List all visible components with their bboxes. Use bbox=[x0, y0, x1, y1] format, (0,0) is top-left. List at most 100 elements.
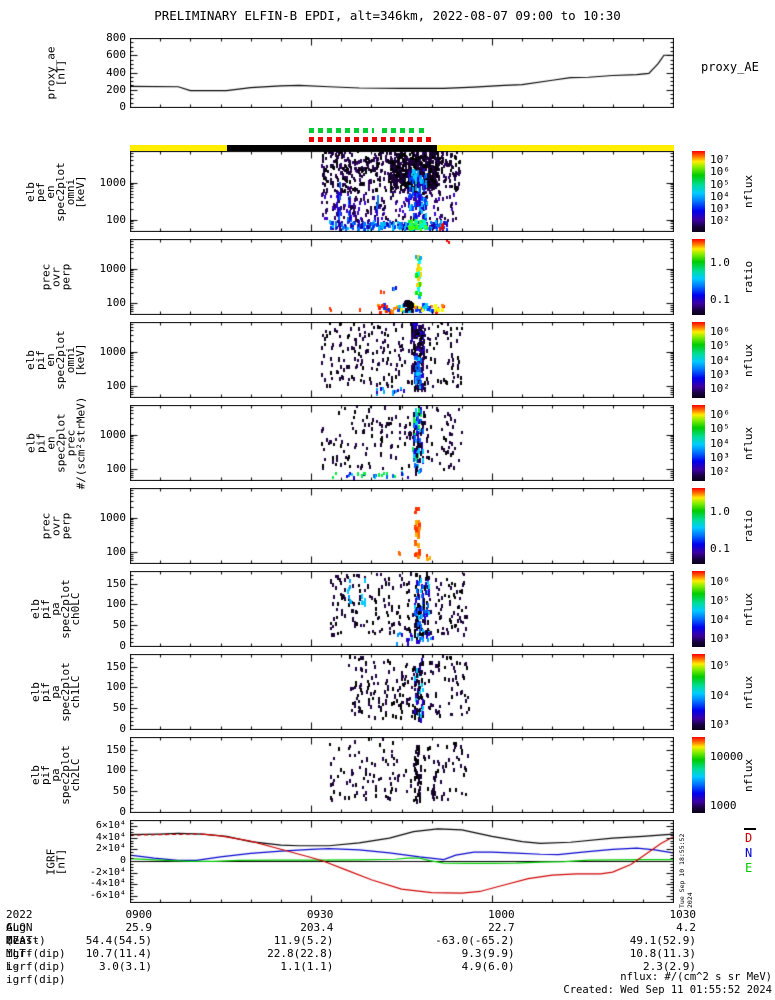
cbar-unit-elb_pif_pa_ch0LC: nflux bbox=[742, 592, 755, 626]
ytick-proxy_ae-0: 800 bbox=[106, 31, 126, 44]
panel-elb_pif_en_prec bbox=[130, 405, 674, 481]
colorbar-elb_pif_pa_ch1LC bbox=[692, 654, 705, 730]
ytick-elb_pif_en_prec-0: 1000 bbox=[99, 427, 127, 441]
ytick-prec_ovr_perp_2-0: 1000 bbox=[99, 510, 127, 524]
ytick-igrf-2: 2×10⁴ bbox=[95, 843, 126, 855]
ephem-row-0-value-0: 25.9 bbox=[125, 921, 153, 934]
cbar-tick-elb_pif_en_omni-1: 10⁵ bbox=[710, 339, 730, 353]
ytick-igrf-3: 0 bbox=[119, 855, 126, 866]
ytick-igrf-1: 4×10⁴ bbox=[95, 831, 126, 843]
elb_pif_pa_ch0LC-canvas bbox=[130, 571, 674, 647]
ephem-row-2-value-0: 10.7(11.4) bbox=[85, 947, 152, 960]
elb_pif_en_omni-canvas bbox=[130, 322, 674, 398]
ytick-elb_pif_pa_ch0LC-1: 100 bbox=[106, 597, 126, 611]
ytick-elb_pif_pa_ch1LC-0: 150 bbox=[106, 659, 126, 673]
cbar-tick-elb_pif_pa_ch0LC-3: 10³ bbox=[710, 631, 730, 645]
ytick-elb_pif_pa_ch1LC-1: 100 bbox=[106, 680, 126, 694]
ephem-row-1-value-0: 54.4(54.5) bbox=[85, 934, 152, 947]
time-row-label: 2022 Aug 07 bbox=[6, 908, 33, 947]
ephem-row-3-value-2: 4.9(6.0) bbox=[461, 960, 515, 973]
cbar-tick-elb_pif_en_prec-2: 10⁴ bbox=[710, 436, 730, 450]
ephem-row-1-value-3: 49.1(52.9) bbox=[629, 934, 696, 947]
ytick-prec_ovr_perp_2-1: 100 bbox=[106, 545, 126, 559]
ytick-elb_pif_pa_ch2LC-2: 50 bbox=[112, 784, 126, 798]
colorbar-prec_ovr_perp_1 bbox=[692, 239, 705, 315]
cbar-tick-prec_ovr_perp_2-0: 1.0 bbox=[710, 505, 730, 519]
ytick-elb_pif_pa_ch2LC-3: 0 bbox=[119, 805, 126, 818]
cbar-tick-prec_ovr_perp_1-1: 0.1 bbox=[710, 292, 730, 306]
ephem-row-3-label: L-igrf(dip) bbox=[6, 960, 66, 986]
colorbar-elb_pif_pa_ch2LC bbox=[692, 737, 705, 813]
ephem-row-0-label: GLON (east) bbox=[6, 921, 46, 947]
prec_ovr_perp_2-canvas bbox=[130, 488, 674, 564]
ytick-prec_ovr_perp_1-0: 1000 bbox=[99, 261, 127, 275]
ytick-proxy_ae-2: 400 bbox=[106, 65, 126, 79]
legend-D: D bbox=[745, 831, 753, 845]
science-zone-segment bbox=[227, 145, 438, 151]
ephem-row-1-value-1: 11.9(5.2) bbox=[273, 934, 334, 947]
cbar-tick-elb_pef_en_omni-2: 10⁵ bbox=[710, 177, 730, 191]
panel-prec_ovr_perp_2 bbox=[130, 488, 674, 564]
ytick-igrf-0: 6×10⁴ bbox=[95, 819, 126, 831]
ephem-row-2-value-3: 10.8(11.3) bbox=[629, 947, 696, 960]
elb_pif_pa_ch2LC-canvas bbox=[130, 737, 674, 813]
ytick-proxy_ae-3: 200 bbox=[106, 82, 126, 96]
ytick-elb_pif_pa_ch0LC-3: 0 bbox=[119, 639, 126, 652]
ytick-prec_ovr_perp_1-1: 100 bbox=[106, 296, 126, 310]
cbar-tick-elb_pif_pa_ch2LC-1: 1000 bbox=[710, 799, 737, 813]
cbar-tick-elb_pef_en_omni-1: 10⁶ bbox=[710, 165, 730, 179]
ephem-row-3-value-0: 3.0(3.1) bbox=[99, 960, 152, 973]
panel-elb_pef_en_omni bbox=[130, 151, 674, 232]
time-row-value-0: 0900 bbox=[125, 908, 153, 921]
availability-segment bbox=[130, 145, 228, 151]
cbar-tick-elb_pif_pa_ch0LC-1: 10⁵ bbox=[710, 593, 730, 607]
ytick-elb_pif_pa_ch0LC-0: 150 bbox=[106, 576, 126, 590]
cbar-unit-elb_pif_en_prec: nflux bbox=[742, 426, 755, 460]
ytick-igrf-5: -4×10⁴ bbox=[89, 878, 126, 890]
panel-elb_pif_en_omni bbox=[130, 322, 674, 398]
ephem-row-1-label: MLAT-igrf(dip) bbox=[6, 934, 66, 960]
side-timestamp: Tue Sep 10 18:55:52 2024 bbox=[678, 833, 694, 908]
igrf-canvas bbox=[130, 820, 674, 903]
panel-elb_pif_pa_ch1LC bbox=[130, 654, 674, 730]
ytick-elb_pif_en_omni-0: 1000 bbox=[99, 344, 127, 358]
ytick-igrf-6: -6×10⁴ bbox=[89, 890, 126, 902]
cbar-tick-elb_pif_en_omni-0: 10⁶ bbox=[710, 324, 730, 338]
footer-created: Created: Wed Sep 11 01:55:52 2024 bbox=[563, 984, 772, 996]
colorbar-elb_pif_en_omni bbox=[692, 322, 705, 398]
legend-E: E bbox=[745, 861, 753, 875]
elb_pif_en_prec-canvas bbox=[130, 405, 674, 481]
cbar-unit-elb_pef_en_omni: nflux bbox=[742, 174, 755, 209]
cbar-tick-elb_pif_en_omni-4: 10² bbox=[710, 381, 730, 395]
footer-units: nflux: #/(cm^2 s sr MeV) bbox=[620, 971, 772, 983]
colorbar-elb_pef_en_omni bbox=[692, 151, 705, 232]
cbar-tick-elb_pif_en_prec-4: 10² bbox=[710, 464, 730, 478]
colorbar-elb_pif_en_prec bbox=[692, 405, 705, 481]
ephem-row-2-value-2: 9.3(9.9) bbox=[461, 947, 515, 960]
panel-igrf bbox=[130, 820, 674, 903]
status-dashes-green bbox=[308, 128, 375, 133]
status-dashes-red bbox=[308, 137, 431, 142]
ephem-row-0-value-3: 4.2 bbox=[676, 921, 696, 934]
cbar-unit-prec_ovr_perp_1: ratio bbox=[742, 260, 755, 294]
time-row-value-3: 1030 bbox=[669, 908, 697, 921]
cbar-unit-prec_ovr_perp_2: ratio bbox=[742, 509, 755, 543]
cbar-tick-elb_pif_pa_ch1LC-2: 10³ bbox=[710, 718, 730, 732]
cbar-tick-elb_pif_en_omni-2: 10⁴ bbox=[710, 353, 730, 367]
colorbar-prec_ovr_perp_2 bbox=[692, 488, 705, 564]
cbar-tick-elb_pif_en_prec-3: 10³ bbox=[710, 451, 730, 465]
ephem-row-0-value-1: 203.4 bbox=[300, 921, 334, 934]
panel-prec_ovr_perp_1 bbox=[130, 239, 674, 315]
proxy_ae-canvas bbox=[130, 38, 674, 108]
ytick-proxy_ae-1: 600 bbox=[106, 48, 126, 62]
ephem-row-0-value-2: 22.7 bbox=[488, 921, 515, 934]
cbar-tick-elb_pif_pa_ch0LC-0: 10⁶ bbox=[710, 574, 730, 588]
cbar-tick-elb_pif_pa_ch2LC-0: 10000 bbox=[710, 749, 744, 763]
availability-segment bbox=[437, 145, 674, 151]
cbar-tick-elb_pif_en_prec-0: 10⁶ bbox=[710, 407, 730, 421]
ytick-elb_pif_pa_ch2LC-0: 150 bbox=[106, 742, 126, 756]
legend-N: N bbox=[745, 846, 753, 860]
cbar-tick-elb_pif_en_omni-3: 10³ bbox=[710, 368, 730, 382]
panel-elb_pif_pa_ch0LC bbox=[130, 571, 674, 647]
